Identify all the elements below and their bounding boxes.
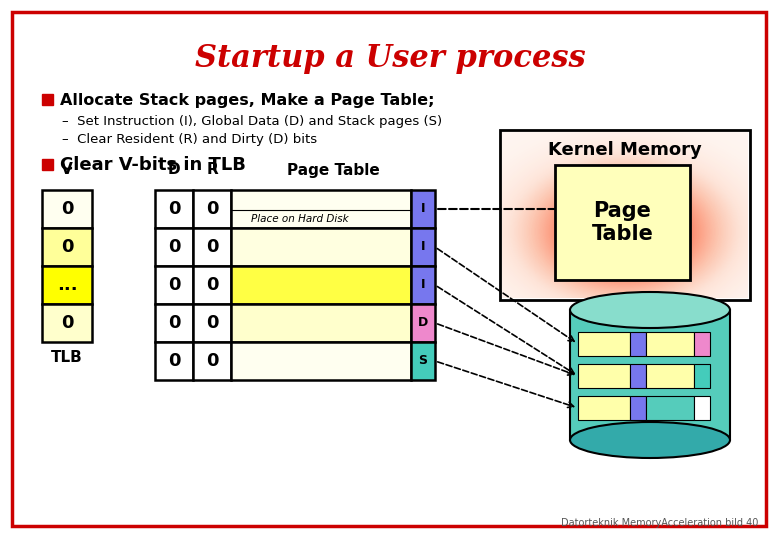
Text: D: D [168,163,180,178]
Text: Clear V-bits in TLB: Clear V-bits in TLB [60,156,246,174]
Bar [193,228,231,266]
Bar [42,159,53,170]
Bar [155,190,193,228]
Bar [630,396,646,420]
Bar [694,396,710,420]
Bar [155,304,193,342]
Bar [42,94,53,105]
Bar [42,266,92,304]
Bar [231,342,411,380]
Text: –  Clear Resident (R) and Dirty (D) bits: – Clear Resident (R) and Dirty (D) bits [62,133,317,146]
Text: 0: 0 [168,314,180,332]
Text: Page Table: Page Table [286,163,379,178]
Bar [411,228,435,266]
Text: 0: 0 [206,200,218,218]
Bar [411,304,435,342]
Text: 0: 0 [168,200,180,218]
Polygon shape [570,310,730,440]
Text: 0: 0 [206,314,218,332]
Bar [193,190,231,228]
Text: 0: 0 [168,352,180,370]
Bar [193,342,231,380]
Bar [411,342,435,380]
Text: I: I [420,202,425,215]
Bar [578,396,630,420]
Bar [155,342,193,380]
Bar [646,332,694,356]
Text: I: I [420,279,425,292]
Text: Place on Hard Disk: Place on Hard Disk [250,213,348,224]
Bar [411,190,435,228]
Bar [42,304,92,342]
Text: I: I [420,240,425,253]
Text: Datorteknik MemoryAcceleration bild 40: Datorteknik MemoryAcceleration bild 40 [561,518,758,528]
Bar [646,364,694,388]
Ellipse shape [570,422,730,458]
Text: 0: 0 [61,314,73,332]
Bar [578,364,630,388]
Bar [42,228,92,266]
Text: TLB: TLB [51,350,83,366]
Text: D: D [418,316,428,329]
Bar [231,304,411,342]
Ellipse shape [570,292,730,328]
Bar [500,130,750,300]
Text: Startup a User process: Startup a User process [195,43,585,73]
Text: R: R [206,163,218,178]
Bar [155,228,193,266]
Bar [411,266,435,304]
Bar [578,332,630,356]
Bar [193,304,231,342]
Bar [231,228,411,266]
Text: S: S [419,354,427,368]
Text: V: V [61,163,73,178]
Text: 0: 0 [61,238,73,256]
Text: –  Set Instruction (I), Global Data (D) and Stack pages (S): – Set Instruction (I), Global Data (D) a… [62,116,442,129]
Bar [155,266,193,304]
Text: Allocate Stack pages, Make a Page Table;: Allocate Stack pages, Make a Page Table; [60,92,434,107]
Bar [694,364,710,388]
Text: 0: 0 [206,352,218,370]
Text: ...: ... [57,276,77,294]
Bar [193,266,231,304]
Bar [231,266,411,304]
Bar [42,190,92,228]
Bar [555,165,690,280]
Bar [630,364,646,388]
Text: 0: 0 [61,200,73,218]
Bar [630,332,646,356]
Bar [231,190,411,228]
Text: 0: 0 [168,238,180,256]
Text: 0: 0 [206,276,218,294]
Text: Page
Table: Page Table [591,201,654,244]
Text: Kernel Memory: Kernel Memory [548,141,702,159]
Bar [694,332,710,356]
Bar [646,396,694,420]
Text: 0: 0 [168,276,180,294]
Text: 0: 0 [206,238,218,256]
